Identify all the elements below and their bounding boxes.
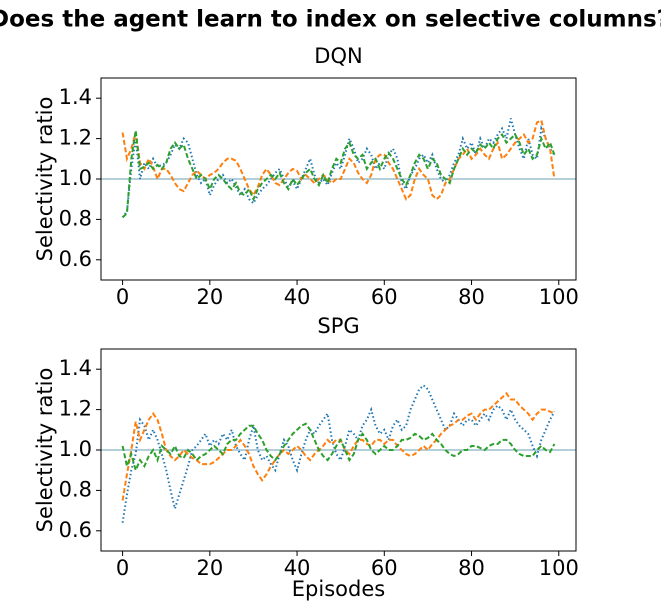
x-tick-label: 100 [539,285,579,309]
chart-title: SPG [317,314,359,338]
x-axis-label: Episodes [292,577,385,601]
chart-title: DQN [314,44,362,68]
y-axis-label: Selectivity ratio [33,97,57,262]
y-tick-label: 1.2 [59,126,92,150]
plot-frame [100,77,577,281]
y-tick-label: 0.8 [59,206,92,230]
x-tick-label: 40 [284,285,311,309]
series-line [121,422,556,474]
y-tick-label: 1.4 [59,356,92,380]
x-tick-label: 0 [116,285,129,309]
x-tick-label: 0 [116,556,129,580]
x-tick-label: 60 [371,285,398,309]
x-tick-label: 80 [458,556,485,580]
x-tick-label: 80 [458,285,485,309]
y-tick-label: 1.4 [59,85,92,109]
series-line [121,118,556,218]
y-axis-label: Selectivity ratio [33,368,57,533]
figure-title: Does the agent learn to index on selecti… [0,7,661,33]
x-tick-label: 100 [539,556,579,580]
y-tick-label: 0.8 [59,477,92,501]
y-tick-label: 1.0 [59,166,92,190]
y-tick-label: 0.6 [59,247,92,271]
plot-frame [100,348,577,552]
y-tick-label: 0.6 [59,518,92,542]
y-tick-label: 1.0 [59,437,92,461]
series-line [121,391,555,501]
series-line [121,118,556,201]
x-tick-label: 20 [196,556,223,580]
x-tick-label: 60 [371,556,398,580]
series-line [121,130,556,219]
x-tick-label: 20 [196,285,223,309]
y-tick-label: 1.2 [59,397,92,421]
x-tick-label: 40 [284,556,311,580]
